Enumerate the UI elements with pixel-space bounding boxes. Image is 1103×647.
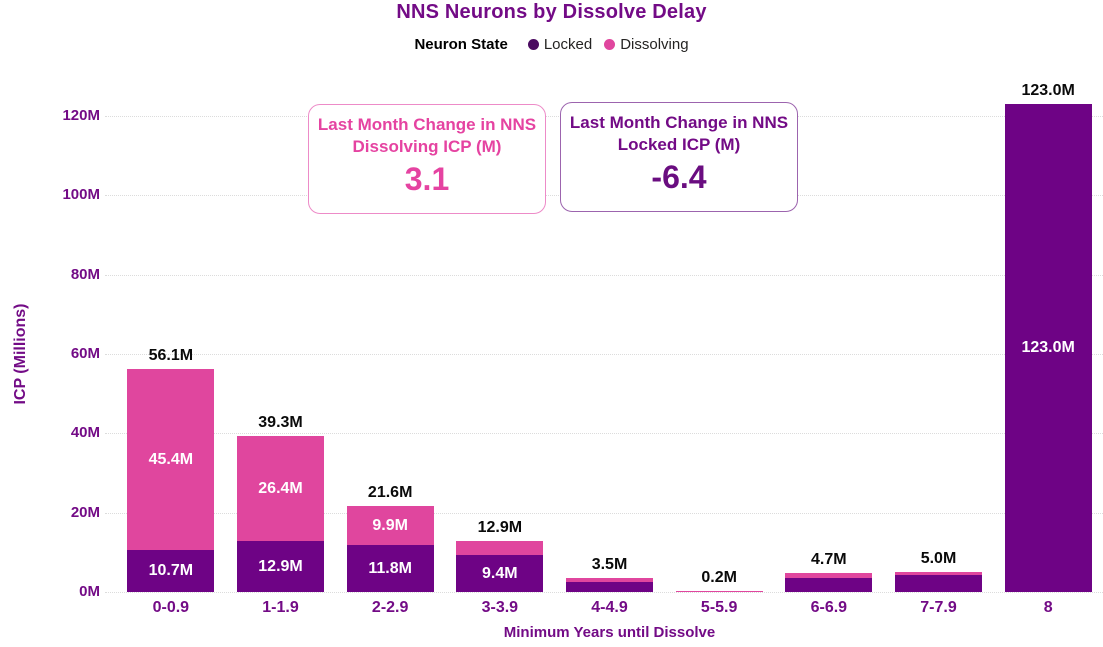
bar-total-label: 56.1M [148, 347, 194, 364]
dissolving-value-label: 26.4M [258, 479, 303, 497]
kpi-card-locked-value: -6.4 [651, 159, 707, 196]
bar-segment-locked[interactable]: 11.8M [346, 545, 434, 592]
x-tick-label: 3-3.9 [481, 599, 519, 616]
bar-segment-locked[interactable] [895, 575, 982, 592]
kpi-card-locked-change: Last Month Change in NNS Locked ICP (M) … [560, 102, 798, 212]
bar-segment-dissolving[interactable] [785, 573, 873, 578]
bar-segment-dissolving[interactable] [456, 541, 544, 555]
kpi-card-dissolving-value: 3.1 [404, 161, 450, 198]
bar-segment-locked[interactable] [785, 578, 873, 592]
bar-segment-dissolving[interactable]: 45.4M [127, 369, 215, 550]
bar-segment-locked[interactable]: 123.0M [1004, 104, 1092, 592]
x-tick-label: 5-5.9 [700, 599, 738, 616]
bar-total-label: 5.0M [920, 550, 957, 567]
x-tick-label: 6-6.9 [810, 599, 848, 616]
kpi-card-dissolving-title: Last Month Change in NNS Dissolving ICP … [317, 115, 537, 157]
x-tick-label: 7-7.9 [920, 599, 957, 616]
locked-value-label: 11.8M [368, 559, 412, 577]
dissolving-value-label: 9.9M [372, 516, 408, 534]
legend-item-dissolving-label: Dissolving [620, 36, 689, 53]
gridline [105, 274, 1103, 276]
locked-value-label: 10.7M [148, 562, 194, 579]
kpi-card-locked-title: Last Month Change in NNS Locked ICP (M) [569, 113, 789, 155]
bar-total-label: 21.6M [367, 484, 413, 501]
legend-item-locked[interactable]: Locked [527, 36, 593, 53]
locked-swatch-icon [527, 39, 539, 50]
bar-segment-dissolving[interactable]: 26.4M [237, 436, 324, 541]
kpi-card-dissolving-change: Last Month Change in NNS Dissolving ICP … [308, 104, 546, 214]
y-tick-label: 120M [62, 107, 100, 124]
x-tick-label: 0-0.9 [152, 599, 190, 616]
y-tick-label: 20M [70, 503, 100, 521]
locked-value-label: 9.4M [482, 564, 518, 582]
x-tick-label: 8 [1043, 599, 1053, 616]
gridline [105, 354, 1103, 355]
legend: Neuron State Locked Dissolving [0, 36, 1103, 53]
locked-value-label: 12.9M [258, 557, 303, 575]
bar-segment-dissolving[interactable] [675, 591, 763, 592]
bar-segment-dissolving[interactable]: 9.9M [346, 506, 434, 545]
bar-segment-locked[interactable]: 10.7M [127, 550, 215, 592]
gridline [105, 592, 1103, 593]
x-tick-label: 1-1.9 [262, 599, 299, 616]
bar-segment-locked[interactable] [566, 582, 653, 592]
bar-segment-locked[interactable]: 12.9M [237, 541, 324, 592]
x-axis-title: Minimum Years until Dissolve [503, 624, 716, 641]
chart-title: NNS Neurons by Dissolve Delay [396, 1, 707, 23]
dissolving-value-label: 45.4M [148, 450, 194, 468]
legend-title: Neuron State [414, 36, 508, 53]
y-tick-label: 40M [70, 424, 100, 442]
y-tick-label: 60M [70, 345, 100, 362]
legend-item-dissolving[interactable]: Dissolving [604, 36, 689, 53]
bar-total-label: 123.0M [1021, 82, 1075, 99]
x-tick-label: 2-2.9 [371, 599, 409, 616]
bar-total-label: 39.3M [258, 414, 303, 431]
bar-total-label: 4.7M [811, 551, 847, 568]
y-axis-title: ICP (Millions) [12, 303, 29, 405]
gridline [105, 512, 1103, 514]
y-tick-label: 0M [79, 583, 100, 600]
locked-value-label: 123.0M [1021, 339, 1075, 356]
bar-total-label: 3.5M [591, 556, 628, 573]
x-tick-label: 4-4.9 [591, 599, 628, 616]
y-tick-label: 100M [62, 186, 100, 204]
bar-segment-dissolving[interactable] [895, 572, 982, 575]
gridline [105, 433, 1103, 435]
bar-segment-dissolving[interactable] [566, 578, 653, 582]
bar-segment-locked[interactable]: 9.4M [456, 555, 544, 592]
bar-total-label: 12.9M [477, 519, 523, 536]
legend-item-locked-label: Locked [543, 36, 593, 53]
dissolving-swatch-icon [604, 39, 616, 50]
y-tick-label: 80M [70, 265, 100, 283]
bar-total-label: 0.2M [701, 569, 737, 586]
